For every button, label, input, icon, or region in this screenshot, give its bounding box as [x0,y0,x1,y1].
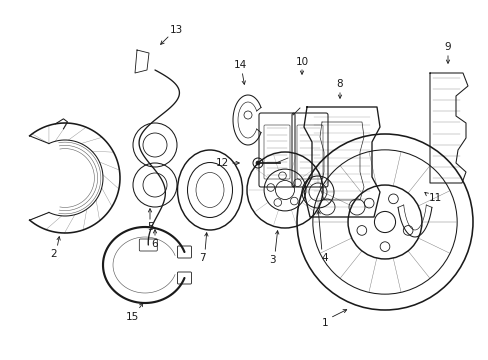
Text: 2: 2 [51,249,57,259]
Text: 6: 6 [151,239,158,249]
Text: 9: 9 [444,42,450,52]
Text: 1: 1 [321,318,327,328]
Text: 15: 15 [125,312,138,322]
Text: 8: 8 [336,79,343,89]
Text: 14: 14 [233,60,246,70]
Text: 10: 10 [295,57,308,67]
Text: 4: 4 [321,253,327,263]
Circle shape [256,161,260,165]
Text: 13: 13 [169,25,182,35]
Text: 3: 3 [268,255,275,265]
Text: 7: 7 [198,253,205,263]
Text: 5: 5 [146,222,153,232]
Text: 12: 12 [215,158,228,168]
Text: 11: 11 [427,193,441,203]
